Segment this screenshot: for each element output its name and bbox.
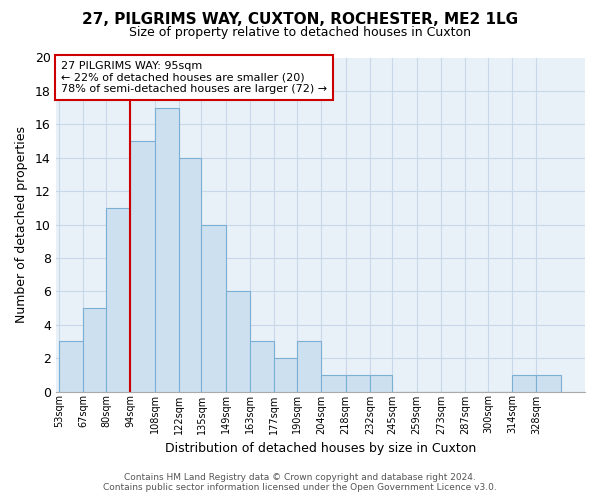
Y-axis label: Number of detached properties: Number of detached properties [15,126,28,323]
Bar [83,308,106,392]
Bar [155,108,179,392]
Bar [106,208,130,392]
Text: 27, PILGRIMS WAY, CUXTON, ROCHESTER, ME2 1LG: 27, PILGRIMS WAY, CUXTON, ROCHESTER, ME2… [82,12,518,28]
Bar [274,358,297,392]
Bar [130,141,155,392]
Text: Size of property relative to detached houses in Cuxton: Size of property relative to detached ho… [129,26,471,39]
Bar [346,375,370,392]
Bar [179,158,202,392]
Text: Contains HM Land Registry data © Crown copyright and database right 2024.
Contai: Contains HM Land Registry data © Crown c… [103,473,497,492]
X-axis label: Distribution of detached houses by size in Cuxton: Distribution of detached houses by size … [165,442,476,455]
Bar [226,292,250,392]
Bar [321,375,346,392]
Bar [250,342,274,392]
Bar [59,342,83,392]
Bar [370,375,392,392]
Bar [202,224,226,392]
Bar [297,342,321,392]
Bar [536,375,561,392]
Bar [512,375,536,392]
Text: 27 PILGRIMS WAY: 95sqm
← 22% of detached houses are smaller (20)
78% of semi-det: 27 PILGRIMS WAY: 95sqm ← 22% of detached… [61,61,327,94]
